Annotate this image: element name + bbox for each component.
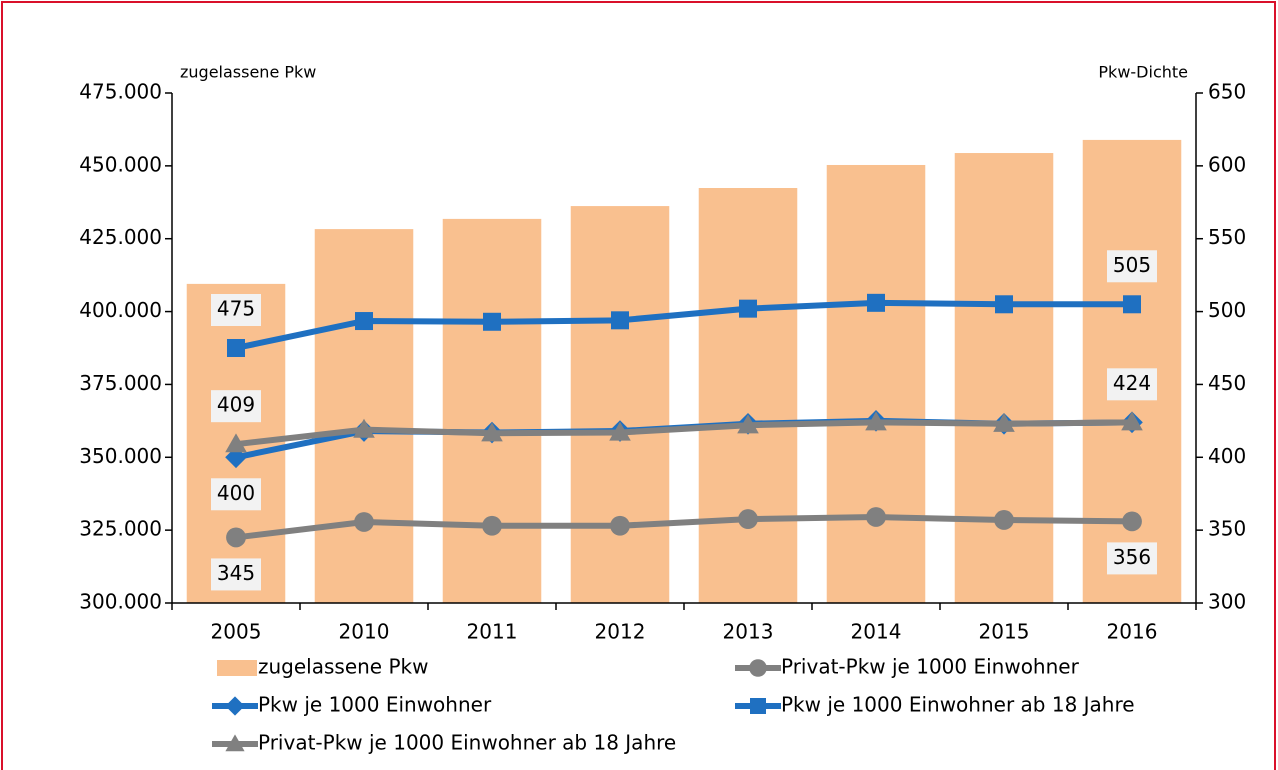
legend-label: Pkw je 1000 Einwohner — [258, 693, 492, 717]
marker — [610, 515, 630, 536]
y2-tick-label: 500 — [1208, 298, 1246, 322]
data-label: 475 — [217, 297, 255, 321]
legend-label: Privat-Pkw je 1000 Einwohner — [781, 655, 1080, 679]
y2-tick-label: 400 — [1208, 444, 1246, 468]
y-tick-label: 350.000 — [79, 444, 162, 468]
y2-axis-title: Pkw-Dichte — [1098, 63, 1188, 82]
marker — [867, 293, 885, 312]
x-tick-label: 2012 — [595, 620, 646, 644]
marker — [354, 512, 374, 532]
marker — [355, 312, 373, 331]
y-tick-label: 300.000 — [79, 590, 162, 614]
data-label-box — [211, 294, 261, 326]
x-tick-label: 2013 — [723, 620, 774, 644]
line — [235, 299, 1132, 351]
data-label-box — [1107, 250, 1157, 283]
data-label-box — [211, 478, 261, 511]
y-axis-title: zugelassene Pkw — [180, 63, 316, 82]
marker — [1123, 295, 1141, 314]
bar — [826, 164, 926, 604]
data-label: 409 — [217, 393, 255, 417]
x-tick-label: 2014 — [851, 620, 902, 644]
marker — [353, 418, 375, 438]
marker — [481, 422, 503, 442]
marker — [482, 515, 502, 536]
y-tick-label: 450.000 — [79, 152, 162, 176]
x-tick-label: 2015 — [979, 620, 1030, 644]
y-tick-label: 325.000 — [79, 517, 162, 541]
marker — [483, 312, 501, 331]
y2-tick-label: 350 — [1208, 517, 1246, 541]
marker — [739, 299, 757, 318]
marker — [227, 339, 245, 357]
data-label: 400 — [217, 481, 255, 505]
data-label-box — [211, 390, 261, 423]
y2-tick-label: 600 — [1208, 152, 1246, 176]
marker — [738, 509, 758, 529]
bar — [698, 188, 798, 603]
data-label: 424 — [1113, 371, 1151, 395]
marker — [993, 412, 1015, 432]
y-tick-label: 475.000 — [79, 80, 162, 104]
y2-tick-label: 550 — [1208, 225, 1246, 249]
x-tick-label: 2010 — [339, 620, 390, 644]
legend-marker — [225, 734, 245, 752]
data-label-box — [1107, 542, 1157, 575]
marker — [611, 311, 629, 330]
bar — [442, 218, 542, 603]
legend-marker — [750, 698, 766, 714]
data-label-box — [1107, 368, 1157, 401]
data-label-box — [211, 558, 261, 591]
bar — [570, 206, 670, 603]
x-tick-label: 2016 — [1107, 620, 1158, 644]
marker — [226, 527, 246, 548]
marker — [865, 411, 887, 431]
marker — [1122, 511, 1142, 532]
legend-label: Privat-Pkw je 1000 Einwohner ab 18 Jahre — [258, 731, 676, 755]
bar — [954, 153, 1054, 603]
data-label: 505 — [1113, 253, 1151, 277]
y2-tick-label: 650 — [1208, 80, 1246, 104]
data-label: 345 — [217, 561, 255, 585]
legend-swatch — [217, 660, 257, 676]
line — [235, 514, 1133, 541]
marker — [994, 510, 1014, 530]
marker — [609, 421, 631, 441]
marker — [995, 295, 1013, 314]
marker — [737, 414, 759, 434]
marker — [1121, 411, 1143, 431]
legend-label: zugelassene Pkw — [258, 655, 428, 679]
y-tick-label: 375.000 — [79, 371, 162, 395]
x-tick-label: 2011 — [467, 620, 518, 644]
legend-marker — [749, 659, 767, 677]
line — [235, 419, 1133, 448]
data-label: 356 — [1113, 545, 1151, 569]
legend-label: Pkw je 1000 Einwohner ab 18 Jahre — [781, 693, 1135, 717]
y2-tick-label: 300 — [1208, 590, 1246, 614]
legend-marker — [225, 696, 245, 716]
y-tick-label: 425.000 — [79, 225, 162, 249]
y2-tick-label: 450 — [1208, 371, 1246, 395]
marker — [225, 433, 247, 453]
x-tick-label: 2005 — [211, 620, 262, 644]
marker — [866, 507, 886, 527]
y-tick-label: 400.000 — [79, 298, 162, 322]
bar — [314, 229, 414, 603]
